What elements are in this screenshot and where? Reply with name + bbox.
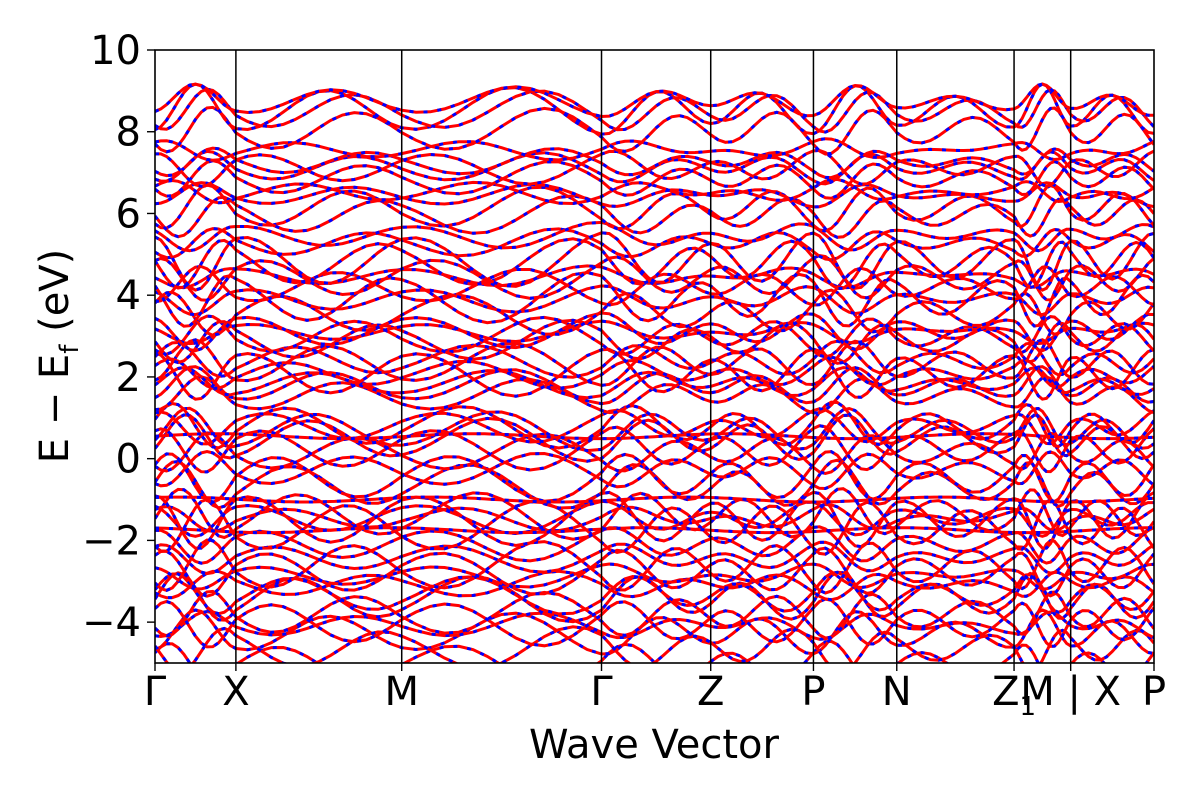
band-line-spin-down: [155, 562, 1154, 591]
band-line-spin-down: [155, 137, 1154, 162]
y-tick-label: 6: [116, 191, 141, 237]
band-line-spin-up: [155, 499, 1154, 538]
x-tick-label: N: [882, 669, 912, 715]
band-line-spin-down: [155, 355, 1154, 390]
y-tick-label: 10: [90, 28, 141, 74]
band-line-spin-up: [155, 495, 1154, 504]
band-line-spin-down: [155, 159, 1154, 200]
kpoint-lines: [235, 50, 1072, 663]
band-line-spin-up: [155, 319, 1154, 346]
band-line-spin-up: [155, 237, 1154, 291]
band-line-spin-up: [155, 347, 1154, 401]
x-tick-label: X: [222, 669, 249, 715]
band-line-spin-down: [155, 314, 1154, 359]
band-line-spin-up: [155, 490, 1154, 550]
band-line-spin-up: [155, 407, 1154, 446]
x-ticks: Γ X M Γ Z P N Z1M | X P: [144, 663, 1166, 722]
band-line-spin-down: [155, 311, 1154, 353]
y-tick-label: −2: [82, 518, 141, 564]
band-line-spin-down: [155, 82, 1154, 119]
band-line-spin-up: [155, 526, 1154, 535]
band-line-spin-down: [155, 570, 1154, 616]
band-line-spin-down: [155, 231, 1154, 292]
y-axis-title-subscript: f: [55, 344, 85, 354]
band-line-spin-up: [155, 284, 1154, 317]
y-axis-title: E − Ef (eV): [32, 249, 85, 464]
y-tick-label: 2: [116, 355, 141, 401]
y-tick-label: −4: [82, 600, 141, 646]
y-axis-title-unit: [32, 332, 78, 345]
band-line-spin-up: [155, 338, 1154, 387]
band-line-spin-down: [155, 181, 1154, 209]
x-tick-label: P: [801, 669, 825, 715]
band-line-spin-up: [155, 569, 1154, 602]
band-line-spin-down: [155, 546, 1154, 598]
x-tick-label: P: [1142, 669, 1166, 715]
band-line-spin-down: [155, 431, 1154, 476]
band-line-spin-down: [155, 503, 1154, 533]
band-line-spin-down: [155, 458, 1154, 510]
band-line-spin-up: [155, 227, 1154, 262]
x-tick-label: Γ: [590, 669, 613, 715]
band-line-spin-down: [155, 540, 1154, 576]
y-ticks: −4 −2 0 2 4 6 8 10: [82, 28, 155, 646]
axes-frame: [154, 49, 1155, 664]
band-line-spin-down: [155, 365, 1154, 400]
band-line-spin-down: [155, 270, 1154, 328]
band-line-spin-up: [155, 87, 1154, 134]
band-line-spin-up: [155, 449, 1154, 491]
band-line-spin-up: [155, 625, 1154, 663]
y-tick-label: 4: [116, 273, 141, 319]
band-line-spin-down: [155, 194, 1154, 239]
band-line-spin-up: [155, 424, 1154, 474]
band-line-spin-down: [155, 105, 1154, 156]
band-line-spin-up: [155, 432, 1154, 441]
band-line-spin-down: [155, 597, 1154, 649]
band-line-spin-down: [155, 538, 1154, 595]
band-line-spin-down: [155, 177, 1154, 206]
band-line-spin-down: [155, 148, 1154, 188]
band-line-spin-down: [155, 525, 1154, 565]
band-line-spin-down: [155, 339, 1154, 379]
band-line-spin-up: [155, 610, 1154, 641]
y-axis-title-units: (eV): [32, 249, 78, 332]
y-tick-label: 0: [116, 437, 141, 483]
band-line-spin-up: [155, 220, 1154, 253]
x-tick-label: Z1: [992, 669, 1036, 722]
y-tick-label: 8: [116, 110, 141, 156]
x-tick-label: Γ: [144, 669, 167, 715]
band-line-spin-up: [155, 406, 1154, 453]
x-tick-label: M: [384, 669, 419, 715]
x-tick-label: Z: [697, 669, 724, 715]
svg-text:E − Ef (eV): E − Ef (eV): [32, 249, 85, 464]
y-axis-title-main: E − E: [32, 354, 78, 464]
band-line-spin-down: [155, 589, 1154, 640]
bands-layer: [155, 82, 1154, 663]
x-tick-label: M | X: [1020, 669, 1121, 715]
band-line-spin-down: [155, 253, 1154, 302]
band-line-spin-up: [155, 400, 1154, 450]
band-line-spin-up: [155, 450, 1154, 504]
x-tick-label-subscript: 1: [1019, 692, 1036, 722]
x-axis-title: Wave Vector: [529, 722, 780, 768]
